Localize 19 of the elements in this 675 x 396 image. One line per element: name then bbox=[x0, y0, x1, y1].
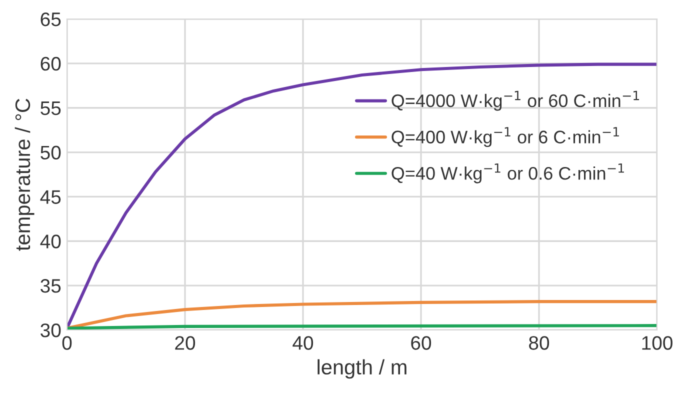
legend-label: Q=4000 W·kg$^{−1}$ or 60 C·min$^{−1}$ bbox=[392, 90, 640, 111]
y-tick-label: 40 bbox=[40, 234, 61, 248]
y-tick-label: 50 bbox=[40, 146, 61, 160]
x-tick-label: 60 bbox=[411, 336, 432, 350]
x-tick-label: 80 bbox=[529, 336, 550, 350]
y-tick-label: 45 bbox=[40, 190, 61, 204]
x-tick-label: 40 bbox=[292, 336, 314, 350]
x-tick-label: 0 bbox=[62, 336, 72, 350]
y-tick-label: 30 bbox=[40, 323, 61, 338]
y-tick-label: 35 bbox=[40, 279, 61, 293]
legend-label: Q=40 W·kg$^{−1}$ or 0.6 C·min$^{−1}$ bbox=[392, 163, 624, 184]
y-tick-label: 65 bbox=[40, 12, 61, 26]
y-axis-title: temperature / °C bbox=[14, 98, 34, 251]
y-tick-label: 60 bbox=[40, 56, 61, 71]
legend-label: Q=400 W·kg$^{−1}$ or 6 C·min$^{−1}$ bbox=[392, 127, 619, 148]
y-tick-label: 55 bbox=[40, 102, 61, 116]
x-tick-label: 20 bbox=[175, 336, 196, 350]
x-axis-title: length / m bbox=[318, 359, 406, 379]
x-tick-label: 100 bbox=[642, 336, 672, 350]
